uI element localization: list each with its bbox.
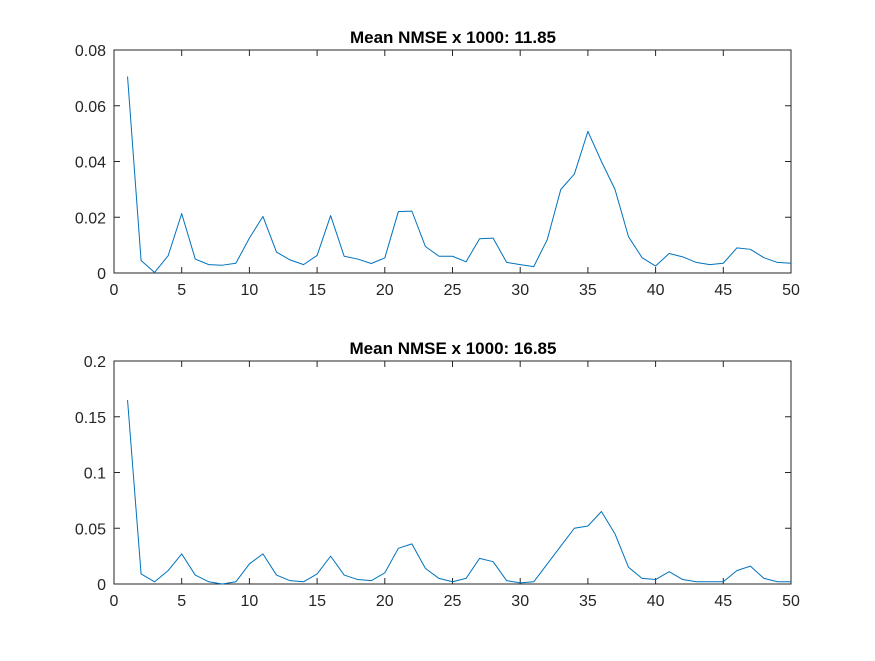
- bottom-xtick-label: 25: [444, 593, 462, 610]
- bottom-xtick-label: 5: [177, 593, 186, 610]
- top-xtick-label: 25: [444, 282, 462, 299]
- top-ytick-label: 0.04: [75, 155, 106, 172]
- bottom-ytick-label: 0.1: [84, 466, 106, 483]
- top-xtick-label: 0: [110, 282, 119, 299]
- bottom-ytick-label: 0.05: [75, 521, 106, 538]
- top-xtick-label: 50: [782, 282, 800, 299]
- bottom-axes-box: [114, 361, 791, 584]
- bottom-ytick-label: 0.2: [84, 354, 106, 371]
- top-ytick-label: 0.08: [75, 43, 106, 60]
- bottom-xtick-label: 35: [579, 593, 597, 610]
- top-axes-box: [114, 50, 791, 273]
- bottom-xtick-label: 30: [511, 593, 529, 610]
- top-xtick-label: 15: [308, 282, 326, 299]
- top-chart-title: Mean NMSE x 1000: 11.85: [350, 28, 556, 47]
- top-xtick-label: 5: [177, 282, 186, 299]
- top-ytick-label: 0.06: [75, 99, 106, 116]
- top-xtick-label: 20: [376, 282, 394, 299]
- top-subplot: Mean NMSE x 1000: 11.85 0 5 10 15 20 25 30 35 40…: [75, 28, 800, 299]
- bottom-xtick-label: 50: [782, 593, 800, 610]
- bottom-xtick-label: 0: [110, 593, 119, 610]
- bottom-ytick-label: 0: [97, 577, 106, 594]
- top-xtick-label: 30: [511, 282, 529, 299]
- bottom-xtick-label: 10: [241, 593, 259, 610]
- top-xtick-label: 40: [647, 282, 665, 299]
- top-xtick-label: 45: [714, 282, 732, 299]
- bottom-xtick-label: 20: [376, 593, 394, 610]
- top-xtick-label: 10: [241, 282, 259, 299]
- bottom-ytick-label: 0.15: [75, 410, 106, 427]
- top-ytick-label: 0: [97, 266, 106, 283]
- top-xtick-label: 35: [579, 282, 597, 299]
- bottom-xtick-label: 40: [647, 593, 665, 610]
- bottom-chart-title: Mean NMSE x 1000: 16.85: [350, 339, 557, 358]
- bottom-xtick-label: 45: [714, 593, 732, 610]
- top-ytick-label: 0.02: [75, 210, 106, 227]
- bottom-xtick-label: 15: [308, 593, 326, 610]
- bottom-subplot: Mean NMSE x 1000: 16.85 0 5 10 15 20 25 30 35 40…: [75, 339, 800, 610]
